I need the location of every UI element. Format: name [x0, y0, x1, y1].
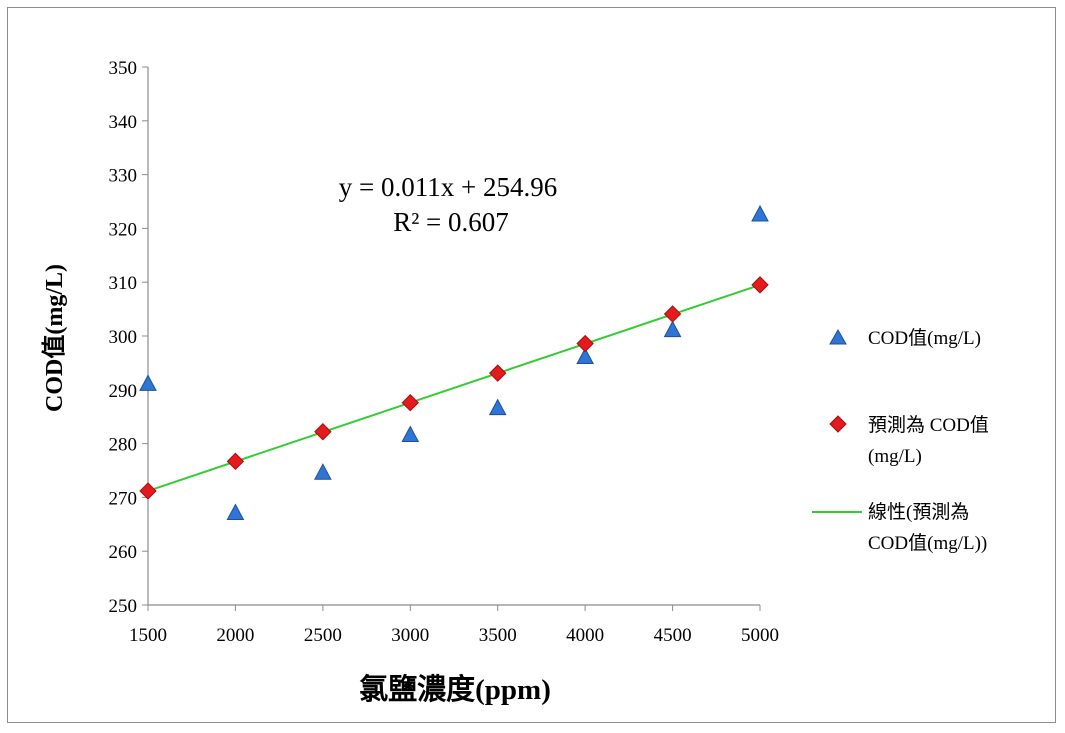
- data-marks: [139, 204, 769, 521]
- y-tick-labels: 250 260 270 280 290 300 310 320 330 340 350: [109, 58, 138, 617]
- x-tick-label: 3000: [391, 625, 429, 646]
- predicted-cod-point: [314, 423, 332, 441]
- x-tick-label: 2000: [216, 625, 254, 646]
- x-tick-label: 2500: [304, 625, 342, 646]
- cod-point: [488, 398, 507, 416]
- trendline-layer: [147, 283, 761, 492]
- cod-point: [401, 425, 420, 443]
- y-tick-label: 310: [109, 273, 138, 294]
- cod-point: [314, 463, 332, 480]
- cod-point: [139, 374, 157, 391]
- predicted-cod-point: [489, 364, 507, 382]
- legend-label-linear-line2: COD值(mg/L)): [868, 532, 987, 554]
- y-axis-title: COD值(mg/L): [40, 264, 68, 412]
- trendline-equation: y = 0.011x + 254.96: [339, 172, 557, 202]
- predicted-cod-point: [663, 305, 682, 323]
- legend-label-linear-line1: 線性(預測為: [868, 501, 969, 523]
- y-tick-label: 260: [109, 542, 138, 563]
- y-tick-label: 320: [109, 219, 138, 240]
- y-tick-label: 290: [109, 381, 138, 402]
- cod-point: [663, 320, 682, 338]
- legend: COD值(mg/L) 預測為 COD值 (mg/L) 線性(預測為 COD值(m…: [812, 327, 989, 554]
- x-tick-label: 4000: [566, 625, 604, 646]
- predicted-cod-point: [139, 482, 157, 500]
- x-axis-title: 氯鹽濃度(ppm): [359, 672, 551, 706]
- x-tick-label: 1500: [129, 625, 167, 646]
- legend-label-predicted-line1: 預測為 COD值: [868, 414, 989, 436]
- y-tick-label: 350: [109, 58, 138, 79]
- legend-label-predicted-line2: (mg/L): [868, 446, 922, 467]
- legend-marker-predicted: [829, 415, 847, 433]
- trendline-r-squared: R² = 0.607: [393, 207, 509, 237]
- predicted-cod-point: [401, 394, 419, 412]
- x-tick-label: 4500: [654, 625, 692, 646]
- legend-marker-cod: [829, 328, 847, 345]
- x-tick-labels: 1500 2000 2500 3000 3500 4000 4500 5000: [129, 625, 779, 646]
- x-tick-label: 5000: [741, 625, 779, 646]
- cod-point: [226, 503, 245, 521]
- y-tick-label: 340: [109, 112, 138, 133]
- predicted-cod-point: [226, 452, 245, 471]
- axes: [142, 66, 761, 611]
- y-tick-label: 300: [109, 327, 138, 348]
- cod-point: [751, 204, 769, 222]
- chart-frame: [7, 7, 1056, 723]
- predicted-cod-point: [576, 334, 594, 353]
- y-tick-label: 270: [109, 488, 138, 509]
- y-tick-label: 250: [109, 596, 138, 617]
- x-tick-label: 3500: [479, 625, 517, 646]
- trendline: [147, 283, 761, 492]
- cod-point: [576, 347, 594, 365]
- legend-label-cod: COD值(mg/L): [868, 327, 981, 349]
- predicted-cod-point: [751, 276, 769, 294]
- y-tick-label: 330: [109, 166, 138, 187]
- y-tick-label: 280: [109, 435, 138, 456]
